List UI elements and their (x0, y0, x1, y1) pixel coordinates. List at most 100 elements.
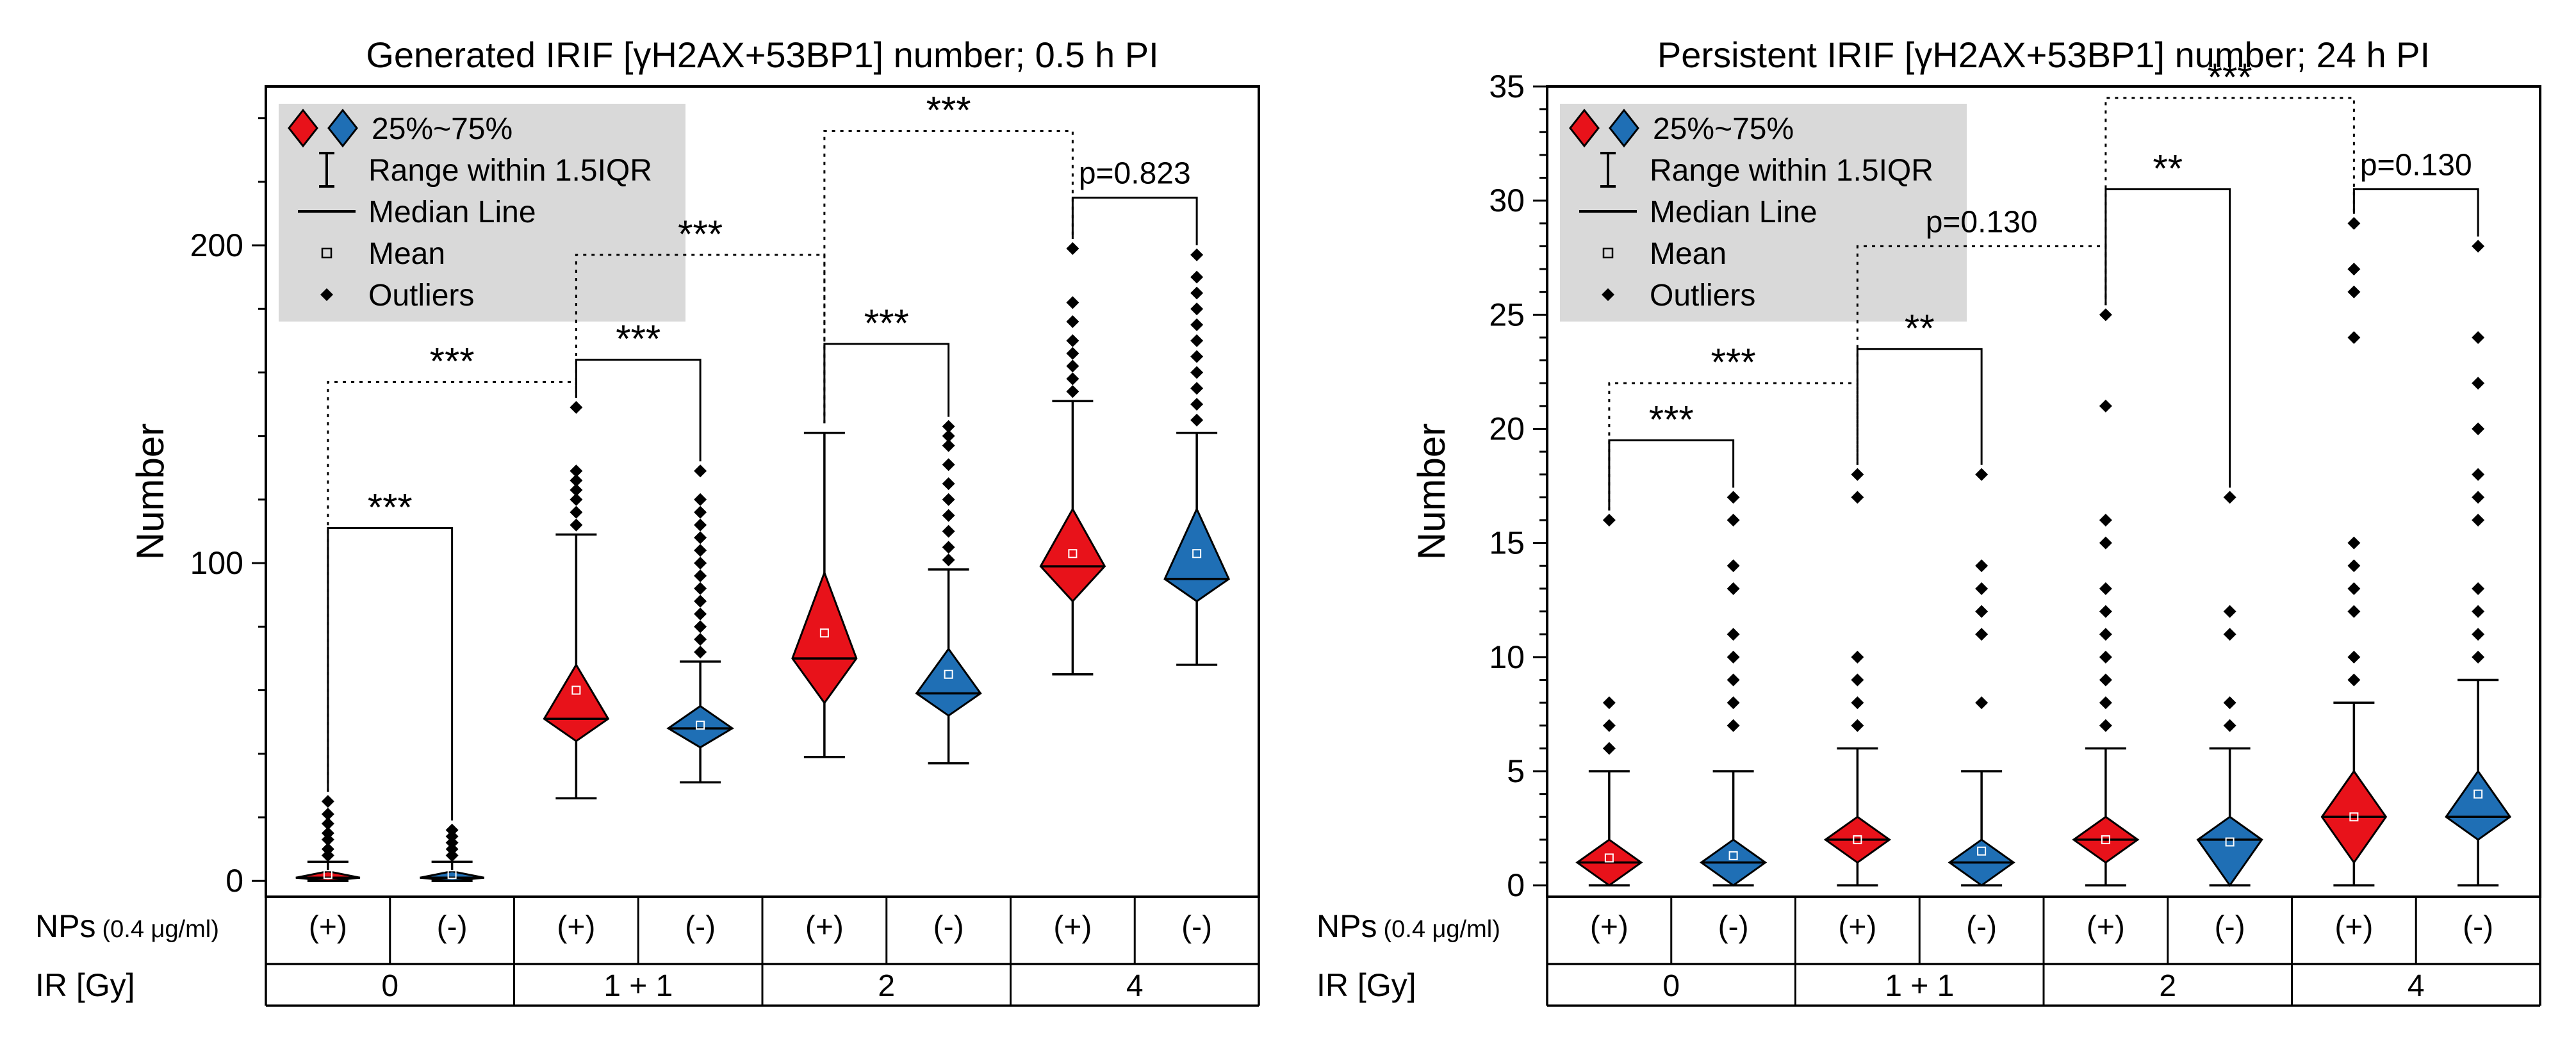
outlier-point (1851, 650, 1864, 664)
legend-mean-label: Mean (1650, 237, 1727, 271)
outlier-point (2223, 696, 2236, 710)
outlier-point (321, 817, 334, 830)
mean-marker (2473, 789, 2483, 799)
outlier-point (1975, 696, 1989, 710)
outlier-point (1851, 491, 1864, 504)
outlier-point (2099, 719, 2112, 732)
box-1+1-minus (666, 464, 734, 784)
nps-plus-cell: (+) (2087, 910, 2125, 944)
outlier-point (1066, 385, 1079, 398)
box-2-minus (915, 420, 982, 765)
outlier-point (2223, 719, 2236, 732)
outlier-point (2099, 536, 2112, 550)
outlier-point (2347, 673, 2361, 687)
nps-row-label: NPs (0.4 μg/ml) (1317, 908, 1500, 944)
outlier-point (1727, 719, 1740, 732)
y-tick-label: 0 (226, 863, 243, 899)
outlier-point (694, 464, 707, 478)
iqr-diamond (2196, 815, 2263, 887)
y-axis-label: Number (1410, 423, 1453, 560)
significance-bracket (1856, 348, 1983, 465)
legend-range-label: Range within 1.5IQR (1650, 154, 1933, 188)
outlier-point (2223, 628, 2236, 641)
box-2-minus (2196, 491, 2263, 887)
outlier-point (570, 505, 583, 519)
legend-range-icon (1600, 152, 1616, 188)
box-1+1-plus (1823, 468, 1891, 887)
mean-marker (1853, 835, 1862, 844)
ir-dose-cell: 1 + 1 (1885, 969, 1954, 1003)
legend-outlier-icon (320, 288, 333, 301)
outlier-point (2099, 696, 2112, 710)
significance-bracket (1608, 439, 1735, 511)
nps-row-label-main: NPs (1317, 908, 1377, 944)
nps-plus-cell: (+) (2334, 910, 2373, 944)
significance-brackets: ********p=0.130*****p=0.130 (1608, 56, 2479, 511)
outlier-point (1190, 286, 1204, 300)
outlier-point (2099, 628, 2112, 641)
outlier-point (694, 646, 707, 659)
outlier-point (2347, 536, 2361, 550)
ir-row-label: IR [Gy] (1317, 967, 1416, 1003)
legend-box-label: 25%~75% (372, 112, 513, 146)
y-tick-label: 15 (1489, 525, 1525, 561)
significance-label: ** (2153, 147, 2183, 190)
significance-bracket (327, 527, 454, 821)
significance-label: ** (1905, 307, 1935, 350)
outlier-point (694, 594, 707, 608)
significance-label: *** (616, 318, 660, 361)
outlier-point (2347, 605, 2361, 618)
box-2-plus (791, 431, 858, 758)
outlier-point (2347, 331, 2361, 344)
nps-minus-cell: (-) (1966, 910, 1997, 944)
outlier-point (1851, 673, 1864, 687)
outlier-point (2472, 514, 2485, 527)
chart-title: Persistent IRIF [γH2AX+53BP1] number; 24… (1657, 35, 2430, 75)
outlier-point (2347, 650, 2361, 664)
outlier-point (1602, 742, 1616, 755)
outlier-point (1190, 334, 1204, 347)
outlier-point (1975, 582, 1989, 595)
significance-bracket (575, 359, 701, 462)
outlier-point (1066, 359, 1079, 373)
outlier-point (2223, 605, 2236, 618)
y-axis: 0 100 200 Number (129, 117, 266, 899)
outlier-point (694, 531, 707, 544)
outlier-point (942, 420, 955, 433)
ir-dose-cell: 1 + 1 (603, 969, 673, 1003)
outlier-point (2347, 263, 2361, 276)
nps-row-label-concentration: (0.4 μg/ml) (1383, 916, 1500, 943)
box-4-plus (1039, 242, 1106, 676)
significance-brackets: *** *** *** *** *** *** p=0.823 (327, 88, 1198, 821)
box-1+1-minus (1948, 468, 2015, 887)
outlier-point (1190, 318, 1204, 332)
mean-marker (1192, 549, 1202, 559)
outlier-point (2472, 628, 2485, 641)
nps-plus-cell: (+) (1838, 910, 1876, 944)
outlier-point (942, 429, 955, 443)
nps-minus-cell: (-) (685, 910, 716, 944)
outlier-point (2099, 514, 2112, 527)
outlier-point (694, 607, 707, 621)
ir-dose-cell: 2 (2159, 969, 2176, 1003)
iqr-diamond (543, 662, 610, 742)
outlier-point (570, 401, 583, 414)
iqr-diamond (915, 647, 982, 717)
outlier-point (1066, 296, 1079, 309)
nps-row-label-main: NPs (35, 908, 95, 944)
nps-plus-cell: (+) (309, 910, 347, 944)
outlier-point (570, 464, 583, 478)
outlier-point (942, 509, 955, 522)
outlier-point (1190, 413, 1204, 427)
outlier-point (2099, 650, 2112, 664)
mean-marker (2349, 812, 2359, 822)
significance-bracket (327, 380, 577, 792)
legend-median-label: Median Line (368, 195, 536, 229)
significance-label: *** (430, 339, 475, 382)
significance-bracket (2104, 188, 2231, 488)
mean-marker (819, 628, 829, 638)
outlier-point (2347, 559, 2361, 573)
outlier-point (321, 826, 334, 840)
outlier-point (2472, 422, 2485, 436)
outlier-point (694, 582, 707, 595)
